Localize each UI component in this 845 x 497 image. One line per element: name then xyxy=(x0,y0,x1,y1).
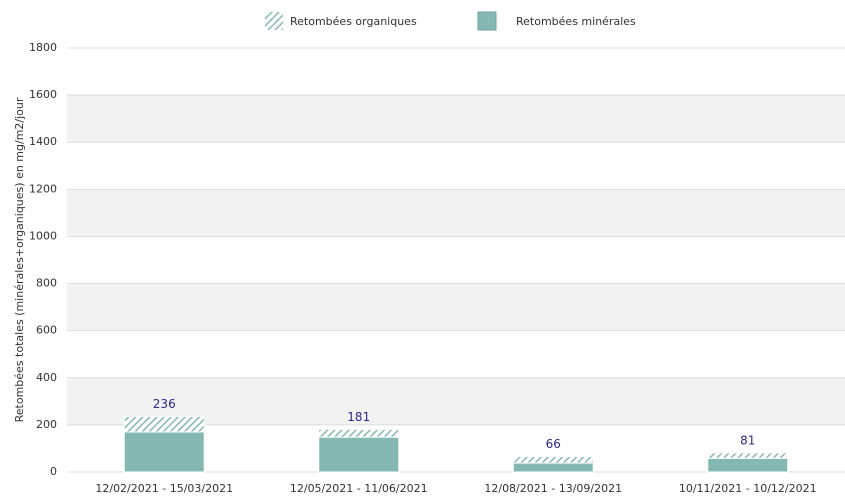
bar-segment xyxy=(123,415,205,433)
y-axis-title: Retombées totales (minérales+organiques)… xyxy=(13,97,26,422)
grid-band xyxy=(67,95,845,143)
x-tick-label: 12/05/2021 - 11/06/2021 xyxy=(290,482,428,495)
bar-segment xyxy=(707,452,789,459)
y-tick-label: 1000 xyxy=(29,229,57,242)
data-label: 81 xyxy=(740,433,755,447)
bar-segment xyxy=(318,428,400,438)
x-tick-label: 10/11/2021 - 10/12/2021 xyxy=(679,482,817,495)
bar-segment xyxy=(123,431,205,473)
y-tick-label: 800 xyxy=(36,277,57,290)
legend-label: Retombées minérales xyxy=(516,15,636,28)
x-tick-label: 12/08/2021 - 13/09/2021 xyxy=(484,482,622,495)
data-label: 181 xyxy=(347,410,370,424)
bar-segment xyxy=(512,455,594,464)
grid-band xyxy=(67,283,845,331)
grid-band xyxy=(67,189,845,237)
y-tick-label: 1400 xyxy=(29,135,57,148)
y-tick-label: 1200 xyxy=(29,182,57,195)
legend-label: Retombées organiques xyxy=(290,15,417,28)
data-label: 236 xyxy=(153,397,176,411)
legend-swatch xyxy=(477,11,497,31)
bar-segment xyxy=(318,436,400,473)
y-tick-label: 1600 xyxy=(29,88,57,101)
bar-segment xyxy=(707,457,789,473)
bar-segment xyxy=(512,462,594,473)
x-tick-label: 12/02/2021 - 15/03/2021 xyxy=(95,482,233,495)
data-label: 66 xyxy=(546,437,561,451)
y-tick-label: 600 xyxy=(36,324,57,337)
y-tick-label: 1800 xyxy=(29,41,57,54)
y-tick-label: 0 xyxy=(50,465,57,478)
y-tick-label: 200 xyxy=(36,418,57,431)
legend-swatch xyxy=(265,12,283,30)
y-tick-label: 400 xyxy=(36,371,57,384)
